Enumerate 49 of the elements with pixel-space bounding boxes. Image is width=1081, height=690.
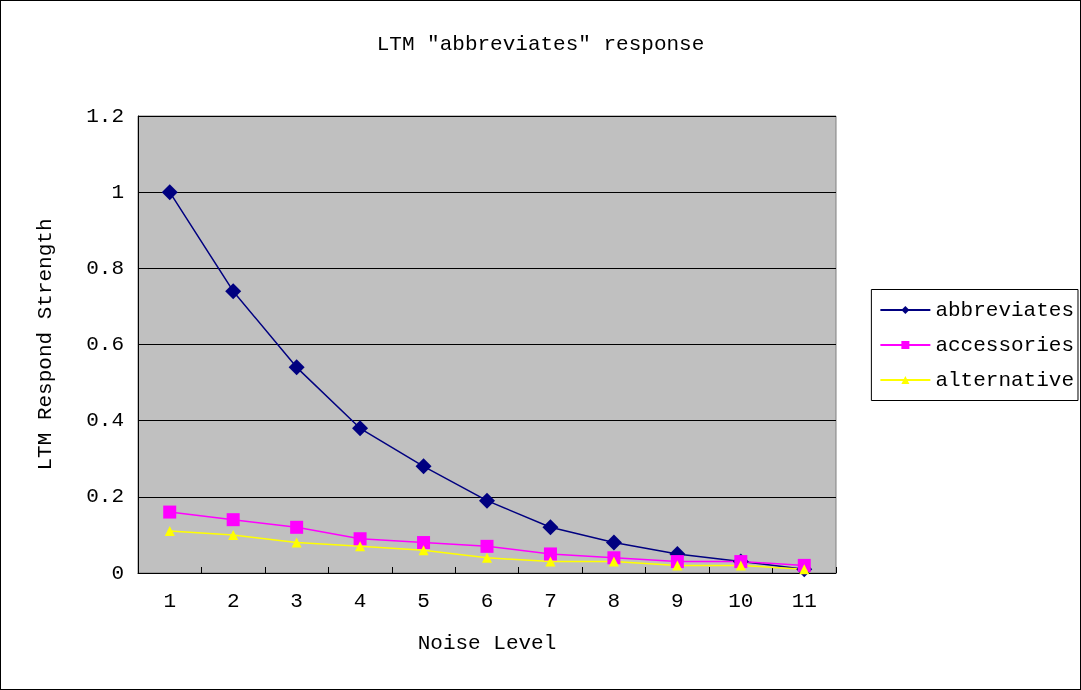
point (353, 532, 367, 546)
point (291, 537, 302, 548)
point (352, 420, 369, 437)
y-tick-label: 0.6 (86, 333, 124, 356)
y-tick-label: 0 (111, 561, 124, 585)
legend-label: alternative (935, 368, 1074, 392)
x-axis-title: Noise Level (417, 632, 557, 655)
legend-label: accessories (935, 333, 1074, 357)
point (605, 534, 622, 551)
point (163, 505, 177, 519)
chart-title: LTM "abbreviates" response (376, 33, 705, 56)
y-tick-label: 1.2 (86, 104, 124, 128)
point (482, 552, 492, 563)
point (542, 519, 559, 536)
point (288, 359, 305, 376)
y-axis-title: LTM Respond Strength (34, 218, 57, 471)
point (418, 545, 429, 556)
point (226, 513, 240, 527)
x-tick-label: 1 (163, 590, 177, 613)
x-tick-label: 10 (728, 590, 754, 613)
x-tick-label: 11 (791, 590, 817, 613)
x-tick-label: 6 (480, 590, 494, 613)
x-tick-label: 8 (607, 590, 621, 613)
point (225, 283, 242, 300)
point (545, 556, 556, 567)
x-tick-label: 4 (353, 590, 367, 613)
point (672, 560, 683, 571)
y-tick-label: 0.8 (86, 256, 124, 280)
y-tick-label: 0.4 (86, 409, 124, 433)
y-tick-label: 0.2 (86, 485, 124, 509)
point (290, 520, 304, 534)
point (608, 556, 619, 567)
point (355, 541, 366, 552)
legend-label: abbreviates (935, 298, 1074, 322)
y-tick-label: 1 (111, 180, 124, 204)
x-tick-label: 2 (226, 590, 240, 613)
point (480, 539, 494, 553)
point (417, 536, 431, 550)
x-tick-label: 7 (544, 590, 557, 613)
x-tick-label: 3 (290, 590, 303, 613)
x-tick-label: 9 (671, 590, 684, 613)
point (479, 492, 495, 509)
point (164, 526, 175, 537)
point (415, 458, 432, 475)
x-tick-label: 5 (417, 590, 430, 613)
point (228, 529, 239, 540)
point (543, 547, 557, 561)
point (735, 560, 746, 571)
point (161, 184, 178, 201)
